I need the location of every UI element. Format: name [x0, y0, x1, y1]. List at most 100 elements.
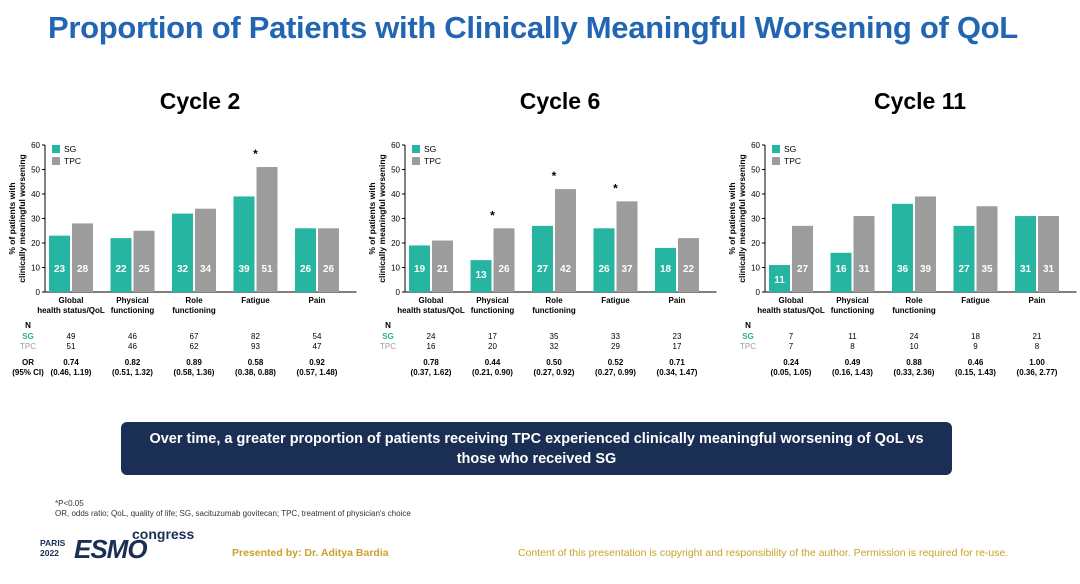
c0-n-tpc-value: 51 — [67, 342, 76, 351]
c0-n-sg-value: 49 — [67, 332, 76, 341]
c0-or-value: 0.74 — [63, 358, 79, 367]
c2-value-label-tpc: 27 — [797, 264, 809, 275]
c1-category-label-line1: Physical — [476, 296, 508, 305]
c1-bar-sg — [409, 245, 430, 292]
c2-y-tick-label: 0 — [756, 288, 761, 297]
c0-y-tick-label: 0 — [36, 288, 41, 297]
c2-value-label-tpc: 35 — [981, 264, 993, 275]
c0-ci-value: (0.38, 0.88) — [235, 368, 276, 377]
c1-legend-sg-swatch — [412, 145, 420, 153]
c2-ci-value: (0.33, 2.36) — [894, 368, 935, 377]
c0-bar-sg — [110, 238, 132, 292]
c1-bar-sg — [593, 228, 615, 292]
c1-category-label-line1: Pain — [669, 296, 686, 305]
charts-canvas: % of patients with clinically meaningful … — [7, 141, 1077, 377]
logo-brand: ESMO — [74, 534, 148, 564]
c0-bar-tpc — [195, 208, 216, 292]
c1-significance-marker: * — [613, 181, 618, 195]
c1-legend-tpc-swatch — [412, 157, 420, 165]
c2-bar-tpc — [915, 196, 936, 292]
c0-n-sg-value: 67 — [190, 332, 199, 341]
c1-y-tick-label: 0 — [396, 288, 401, 297]
c1-y-axis-label-line1: % of patients with — [367, 182, 377, 254]
c2-or-value: 0.46 — [968, 358, 984, 367]
c2-y-axis-label-line1: % of patients with — [727, 182, 737, 254]
c2-bar-sg — [892, 203, 913, 292]
c0-row-label-sg: SG — [22, 332, 34, 341]
c1-bar-tpc — [555, 189, 576, 292]
c2-bar-sg — [953, 225, 975, 292]
c2-category-label-line2: functioning — [831, 306, 875, 315]
c0-value-label-sg: 39 — [238, 264, 250, 275]
c2-or-value: 0.49 — [845, 358, 861, 367]
c0-y-tick-label: 50 — [31, 166, 40, 175]
c0-n-tpc-value: 46 — [128, 342, 137, 351]
logo-suffix: congress — [132, 526, 195, 542]
c1-y-tick-label: 40 — [391, 190, 400, 199]
page-title: Proportion of Patients with Clinically M… — [48, 10, 1018, 45]
logo-city: PARIS — [40, 538, 66, 548]
c1-bar-tpc — [493, 228, 515, 292]
c0-bar-sg — [172, 213, 193, 292]
c2-ci-value: (0.15, 1.43) — [955, 368, 996, 377]
c0-bar-tpc — [72, 223, 93, 292]
c2-bar-sg — [1015, 216, 1036, 292]
c2-category-label-line2: health status/QoL — [757, 306, 825, 315]
c2-n-sg-value: 24 — [910, 332, 919, 341]
c0-value-label-tpc: 28 — [77, 264, 89, 275]
chart-title-cycle-2: Cycle 2 — [159, 88, 241, 114]
c1-y-tick-label: 30 — [391, 215, 400, 224]
c0-legend-tpc-label: TPC — [64, 156, 81, 166]
footnote-abbreviations: OR, odds ratio; QoL, quality of life; SG… — [55, 509, 411, 518]
c0-ci-value: (0.51, 1.32) — [112, 368, 153, 377]
c2-n-tpc-value: 10 — [910, 342, 919, 351]
c2-or-value: 0.88 — [906, 358, 922, 367]
c1-category-label-line2: health status/QoL — [397, 306, 465, 315]
key-message-callout: Over time, a greater proportion of patie… — [121, 422, 952, 475]
c2-y-tick-label: 40 — [751, 190, 760, 199]
c0-significance-marker: * — [253, 147, 258, 161]
c0-bar-tpc — [256, 167, 278, 292]
c1-or-value: 0.78 — [423, 358, 439, 367]
c2-n-tpc-value: 8 — [850, 342, 855, 351]
chart-title-cycle-6: Cycle 6 — [519, 88, 601, 114]
c1-n-sg-value: 17 — [488, 332, 497, 341]
c2-n-sg-value: 18 — [971, 332, 980, 341]
c1-or-value: 0.44 — [485, 358, 501, 367]
c1-n-tpc-value: 17 — [673, 342, 682, 351]
c1-or-value: 0.71 — [669, 358, 685, 367]
c1-category-label-line2: functioning — [532, 306, 576, 315]
c0-value-label-sg: 22 — [115, 264, 127, 275]
c1-value-label-tpc: 22 — [683, 264, 695, 275]
c2-legend-sg-label: SG — [784, 144, 796, 154]
c2-category-label-line1: Global — [779, 296, 804, 305]
c0-ci-value: (0.58, 1.36) — [174, 368, 215, 377]
c0-row-label-n: N — [25, 321, 31, 330]
c2-or-value: 0.24 — [783, 358, 799, 367]
c2-value-label-tpc: 39 — [920, 264, 932, 275]
c2-ci-value: (0.05, 1.05) — [771, 368, 812, 377]
c1-value-label-sg: 13 — [475, 270, 487, 281]
c1-bar-sg — [655, 247, 676, 292]
c2-y-tick-label: 10 — [751, 264, 760, 273]
logo-city-year: PARIS 2022 — [40, 538, 74, 560]
c1-row-label-tpc: TPC — [380, 342, 396, 351]
c2-n-tpc-value: 7 — [789, 342, 794, 351]
c1-y-tick-label: 10 — [391, 264, 400, 273]
c1-row-label-sg: SG — [382, 332, 394, 341]
c2-y-axis-label-line2: clinically meaningful worsening — [737, 154, 747, 282]
c0-bar-sg — [49, 235, 70, 292]
c1-ci-value: (0.21, 0.90) — [472, 368, 513, 377]
c1-legend-tpc-label: TPC — [424, 156, 441, 166]
c2-n-sg-value: 11 — [848, 332, 857, 341]
c0-n-tpc-value: 47 — [313, 342, 322, 351]
c1-legend-sg-label: SG — [424, 144, 436, 154]
c1-n-tpc-value: 16 — [427, 342, 436, 351]
c0-y-tick-label: 30 — [31, 215, 40, 224]
c2-n-sg-value: 21 — [1033, 332, 1042, 341]
c2-category-label-line1: Fatigue — [961, 296, 990, 305]
c2-value-label-sg: 27 — [958, 264, 970, 275]
c1-value-label-tpc: 26 — [498, 264, 510, 275]
c0-n-sg-value: 82 — [251, 332, 260, 341]
c1-y-tick-label: 20 — [391, 239, 400, 248]
